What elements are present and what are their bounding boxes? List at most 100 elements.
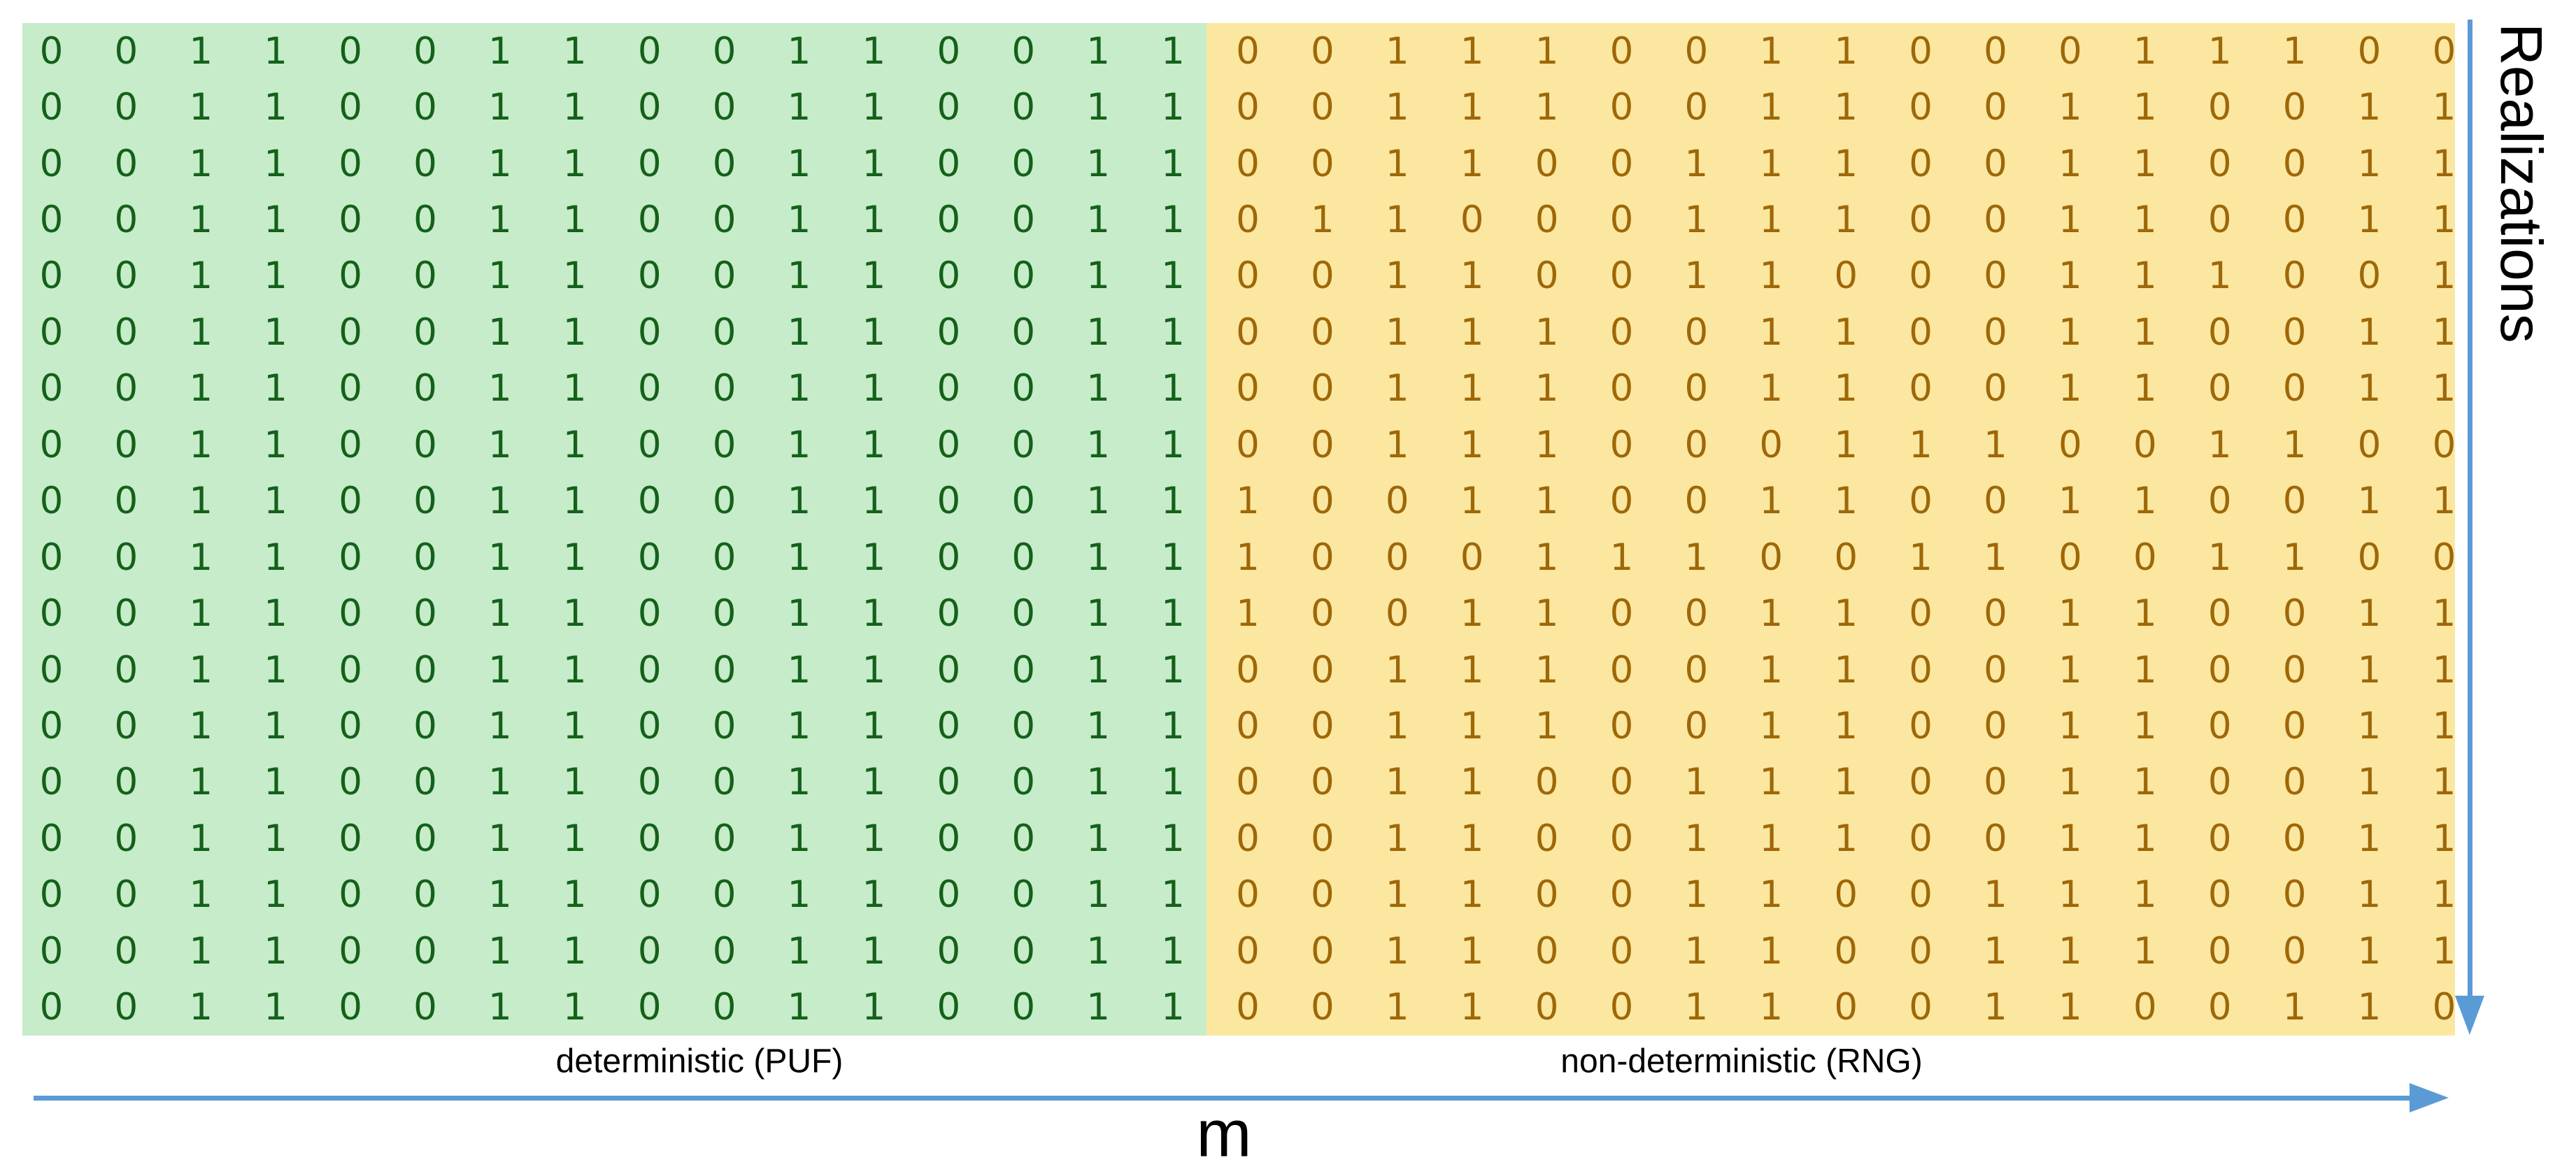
bit-cell: 1 (264, 255, 288, 298)
bit-cell: 0 (1909, 873, 1933, 917)
bit-cell: 0 (1984, 704, 2007, 747)
bit-cell: 1 (264, 199, 288, 242)
bit-cell: 0 (2207, 929, 2232, 973)
bit-cell: 0 (1236, 873, 1260, 917)
bit-cell: 1 (787, 86, 811, 129)
bit-cell: 0 (1684, 648, 1709, 692)
bit-cell: 1 (1684, 817, 1709, 860)
bit-cell: 1 (1460, 592, 1484, 636)
non-deterministic-region-background (1207, 23, 2455, 1036)
bit-cell: 1 (488, 648, 512, 692)
bit-cell: 1 (787, 423, 811, 466)
matrix-row: 0 0 1 1 0 0 1 1 0 0 1 1 0 0 1 1 0 0 1 1 0 0 1 1 1 0 0 1 1 0 0 1 1 (14, 764, 2482, 801)
bit-cell: 0 (1310, 367, 1335, 410)
bit-cell: 0 (339, 592, 362, 636)
bit-cell: 0 (413, 255, 437, 298)
bit-cell: 1 (1834, 199, 1858, 242)
bit-cell: 0 (2282, 592, 2307, 636)
bit-cell: 0 (637, 986, 662, 1029)
bit-cell: 1 (1535, 536, 1559, 579)
bit-cell: 1 (1759, 255, 1784, 298)
bit-cell: 1 (488, 86, 512, 129)
bit-cell: 0 (39, 592, 64, 636)
bit-cell: 1 (488, 142, 512, 185)
bit-cell: 1 (264, 761, 288, 804)
bit-cell: 1 (1535, 29, 1559, 73)
bit-cell: 1 (787, 761, 811, 804)
bit-cell: 1 (862, 29, 886, 73)
bit-cell: 1 (1460, 480, 1484, 523)
bit-cell: 1 (1460, 367, 1484, 410)
bit-cell: 0 (339, 142, 362, 185)
bit-cell: 0 (114, 255, 138, 298)
bit-cell: 1 (488, 255, 512, 298)
bit-cell: 0 (2058, 423, 2082, 466)
bit-cell: 1 (1460, 986, 1484, 1029)
bit-cell: 1 (189, 761, 213, 804)
bit-cell: 0 (39, 817, 64, 860)
bit-cell: 1 (1460, 817, 1484, 860)
bit-cell: 0 (1236, 929, 1260, 973)
bit-cell: 1 (2357, 592, 2382, 636)
bit-cell: 1 (1086, 929, 1110, 973)
bit-cell: 0 (937, 817, 961, 860)
bit-cell: 1 (862, 817, 886, 860)
bit-cell: 0 (637, 199, 662, 242)
bit-cell: 0 (1984, 480, 2007, 523)
bit-cell: 0 (114, 592, 138, 636)
bit-cell: 0 (1684, 704, 1709, 747)
bit-cell: 0 (1684, 480, 1709, 523)
bit-cell: 1 (189, 536, 213, 579)
bit-cell: 1 (562, 817, 587, 860)
bit-cell: 1 (488, 929, 512, 973)
bit-cell: 0 (2207, 761, 2232, 804)
bit-cell: 0 (637, 873, 662, 917)
bit-cell: 0 (712, 761, 736, 804)
bit-cell: 1 (787, 29, 811, 73)
bit-cell: 1 (562, 86, 587, 129)
bit-cell: 1 (1684, 536, 1709, 579)
bit-cell: 1 (1385, 929, 1409, 973)
bit-cell: 0 (339, 648, 362, 692)
bit-cell: 1 (2133, 480, 2157, 523)
bit-cell: 1 (1086, 29, 1110, 73)
bit-cell: 0 (1535, 929, 1559, 973)
bit-cell: 0 (1684, 592, 1709, 636)
bit-cell: 1 (2357, 648, 2382, 692)
bit-cell: 1 (1834, 817, 1858, 860)
bit-cell: 0 (937, 704, 961, 747)
bit-cell: 1 (2357, 199, 2382, 242)
bit-cell: 1 (1385, 704, 1409, 747)
bit-cell: 0 (1909, 817, 1933, 860)
bit-cell: 0 (413, 536, 437, 579)
bit-cell: 0 (114, 29, 138, 73)
bit-cell: 1 (862, 199, 886, 242)
bit-cell: 0 (1011, 986, 1036, 1029)
bit-cell: 0 (1909, 255, 1933, 298)
bit-cell: 0 (1834, 536, 1858, 579)
bit-cell: 1 (862, 536, 886, 579)
m-axis-label: m (1196, 1096, 1252, 1171)
bit-cell: 0 (1236, 255, 1260, 298)
bit-cell: 1 (2357, 704, 2382, 747)
bit-cell: 1 (264, 86, 288, 129)
bit-cell: 1 (1759, 986, 1784, 1029)
bit-cell: 0 (1460, 199, 1484, 242)
bit-cell: 1 (562, 648, 587, 692)
bit-cell: 1 (2432, 929, 2456, 973)
bit-cell: 1 (2357, 929, 2382, 973)
bit-cell: 1 (1684, 255, 1709, 298)
bit-cell: 0 (2282, 255, 2307, 298)
bit-cell: 1 (1086, 648, 1110, 692)
matrix-row: 0 0 1 1 0 0 1 1 0 0 1 1 0 0 1 1 0 0 1 1 0 0 1 1 1 0 0 1 1 0 0 1 1 (14, 145, 2482, 182)
bit-cell: 1 (2432, 704, 2456, 747)
bit-cell: 0 (1909, 761, 1933, 804)
bit-cell: 0 (413, 367, 437, 410)
bit-cell: 1 (1161, 873, 1185, 917)
bit-cell: 0 (413, 310, 437, 354)
bit-cell: 0 (339, 704, 362, 747)
bit-cell: 1 (488, 704, 512, 747)
